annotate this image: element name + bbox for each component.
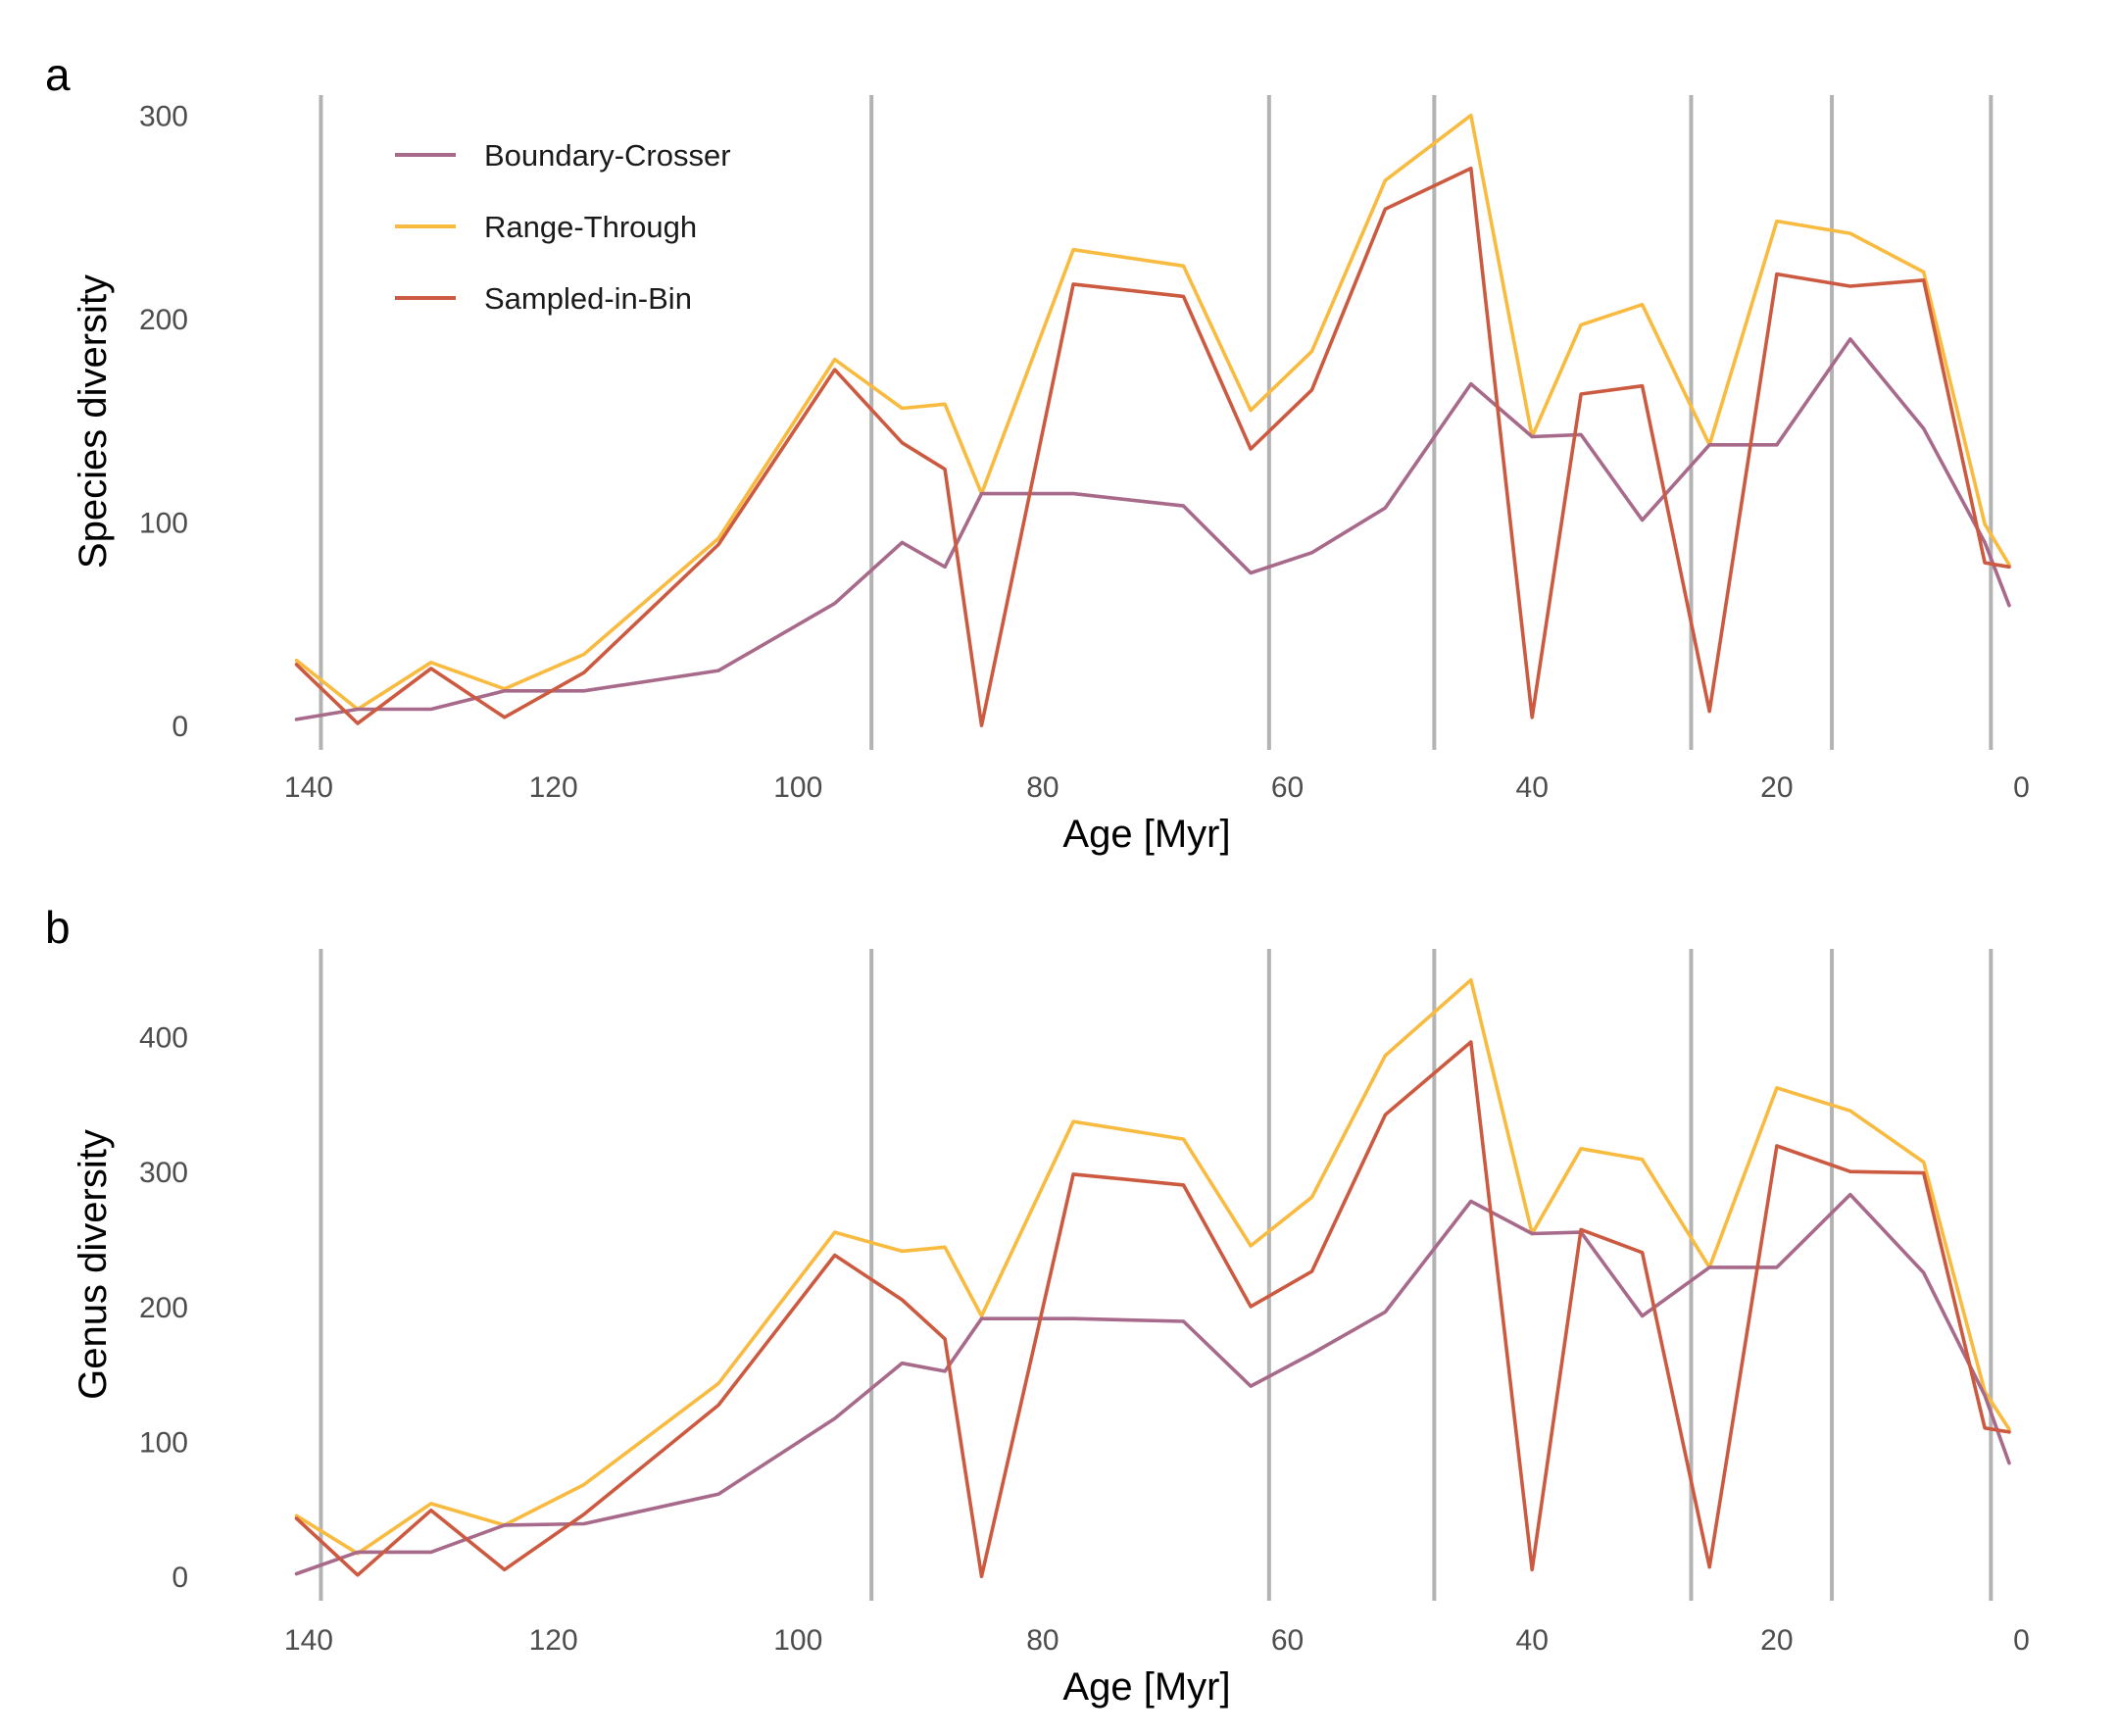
y-axis-title-b: Genus diversity — [72, 1129, 115, 1400]
series-line-boundary-crosser-b — [294, 1192, 2011, 1576]
y-tick-label-a-0: 0 — [172, 711, 188, 743]
y-tick-label-b-100: 100 — [139, 1427, 188, 1460]
y-tick-label-a-100: 100 — [139, 508, 188, 540]
panel-label-a: a — [45, 49, 71, 100]
x-axis-title-a: Age [Myr] — [1062, 813, 1230, 856]
legend-item-range-through: Range-Through — [395, 210, 697, 244]
series-b — [294, 977, 2011, 1578]
y-tick-label-a-300: 300 — [139, 101, 188, 133]
y-tick-label-a-200: 200 — [139, 304, 188, 336]
x-tick-label-b-40: 40 — [1516, 1624, 1549, 1657]
series-line-range-through-b — [294, 977, 2011, 1556]
y-ticks-a: 0 100 200 300 — [139, 101, 188, 743]
legend: Boundary-Crosser Range-Through Sampled-i… — [395, 138, 731, 316]
x-tick-label-b-140: 140 — [284, 1624, 333, 1657]
legend-label-range-through: Range-Through — [484, 210, 697, 244]
legend-item-sampled-in-bin: Sampled-in-Bin — [395, 281, 692, 316]
x-tick-label-a-60: 60 — [1271, 771, 1304, 804]
x-tick-label-b-20: 20 — [1760, 1624, 1793, 1657]
x-tick-label-a-100: 100 — [773, 771, 822, 804]
x-tick-label-b-120: 120 — [529, 1624, 578, 1657]
series-line-boundary-crosser-a — [294, 337, 2011, 721]
y-tick-label-b-300: 300 — [139, 1157, 188, 1189]
series-line-sampled-in-bin-a — [294, 166, 2011, 727]
boundary-lines-a — [319, 95, 1994, 750]
series-line-range-through-a — [294, 113, 2011, 712]
x-tick-label-a-20: 20 — [1760, 771, 1793, 804]
x-tick-label-b-60: 60 — [1271, 1624, 1304, 1657]
x-tick-label-a-120: 120 — [529, 771, 578, 804]
x-tick-label-a-40: 40 — [1516, 771, 1549, 804]
legend-label-boundary-crosser: Boundary-Crosser — [484, 138, 731, 173]
x-ticks-a: 140 120 100 80 60 40 20 0 — [284, 771, 2030, 804]
x-tick-label-b-100: 100 — [773, 1624, 822, 1657]
x-ticks-b: 140 120 100 80 60 40 20 0 — [284, 1624, 2030, 1657]
y-axis-title-a: Species diversity — [72, 274, 115, 569]
x-tick-label-b-80: 80 — [1026, 1624, 1059, 1657]
x-tick-label-a-80: 80 — [1026, 771, 1059, 804]
y-ticks-b: 0 100 200 300 400 — [139, 1021, 188, 1594]
x-tick-label-a-140: 140 — [284, 771, 333, 804]
x-tick-label-a-0: 0 — [2013, 771, 2030, 804]
y-tick-label-b-400: 400 — [139, 1021, 188, 1054]
series-line-sampled-in-bin-b — [294, 1040, 2011, 1578]
legend-item-boundary-crosser: Boundary-Crosser — [395, 138, 731, 173]
legend-label-sampled-in-bin: Sampled-in-Bin — [484, 281, 692, 316]
x-tick-label-b-0: 0 — [2013, 1624, 2030, 1657]
x-axis-title-b: Age [Myr] — [1062, 1665, 1230, 1709]
boundary-lines-b — [319, 949, 1994, 1601]
y-tick-label-b-200: 200 — [139, 1292, 188, 1324]
panel-label-b: b — [45, 902, 71, 953]
series-a — [294, 113, 2011, 727]
y-tick-label-b-0: 0 — [172, 1562, 188, 1594]
